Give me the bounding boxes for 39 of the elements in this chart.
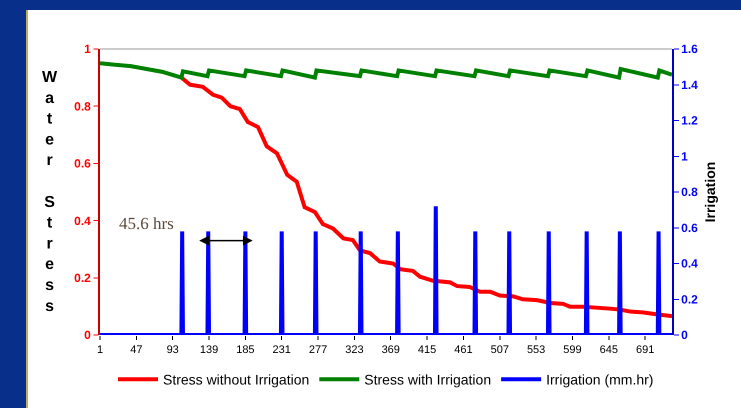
- x-tick-label: 139: [200, 344, 218, 356]
- x-tick-label: 185: [236, 344, 255, 356]
- legend-label: Irrigation (mm.hr): [546, 372, 654, 388]
- y-tick-label: 0.4: [74, 214, 92, 228]
- y2-tick-label: 1.6: [681, 42, 698, 56]
- y2-tick-label: 0.2: [681, 292, 698, 306]
- y2-tick-label: 1: [681, 149, 688, 164]
- y-tick-label: 0.8: [74, 99, 92, 114]
- x-tick-label: 461: [454, 344, 473, 356]
- y-tick-label: 0: [84, 328, 92, 342]
- x-tick-label: 323: [345, 344, 364, 356]
- x-tick-label: 645: [600, 344, 618, 356]
- legend-label: Stress without Irrigation: [163, 372, 310, 388]
- x-tick-label: 599: [563, 344, 582, 356]
- line-series: [100, 61, 672, 80]
- line-series: [179, 76, 672, 318]
- x-tick-label: 507: [490, 344, 509, 356]
- text: Water Stress: [42, 69, 58, 315]
- x-tick-label: 553: [526, 344, 546, 356]
- x-tick-label: 231: [272, 344, 291, 356]
- x-tick-label: 369: [382, 344, 400, 356]
- x-tick-label: 415: [418, 344, 436, 356]
- annotation: 45.6 hrs: [119, 214, 174, 233]
- legend-label: Stress with Irrigation: [364, 372, 492, 388]
- y-tick-label: 0.6: [74, 156, 92, 171]
- x-tick-label: 277: [308, 344, 328, 356]
- y-tick-label: 0.2: [74, 271, 92, 285]
- y2-tick-label: 0.8: [681, 185, 698, 200]
- y2-axis-title: Irrigation: [702, 162, 718, 222]
- y2-tick-label: 1.2: [681, 114, 698, 128]
- x-tick-label: 93: [166, 344, 179, 356]
- y2-tick-label: 0.4: [681, 256, 698, 271]
- y2-tick-label: 0: [681, 328, 688, 342]
- y-tick-label: 1: [84, 42, 92, 56]
- x-tick-label: 1: [96, 344, 104, 356]
- y2-tick-label: 1.4: [681, 78, 698, 92]
- y2-tick-label: 0.6: [681, 220, 698, 235]
- x-tick-label: 691: [636, 344, 654, 356]
- x-tick-label: 47: [130, 344, 142, 356]
